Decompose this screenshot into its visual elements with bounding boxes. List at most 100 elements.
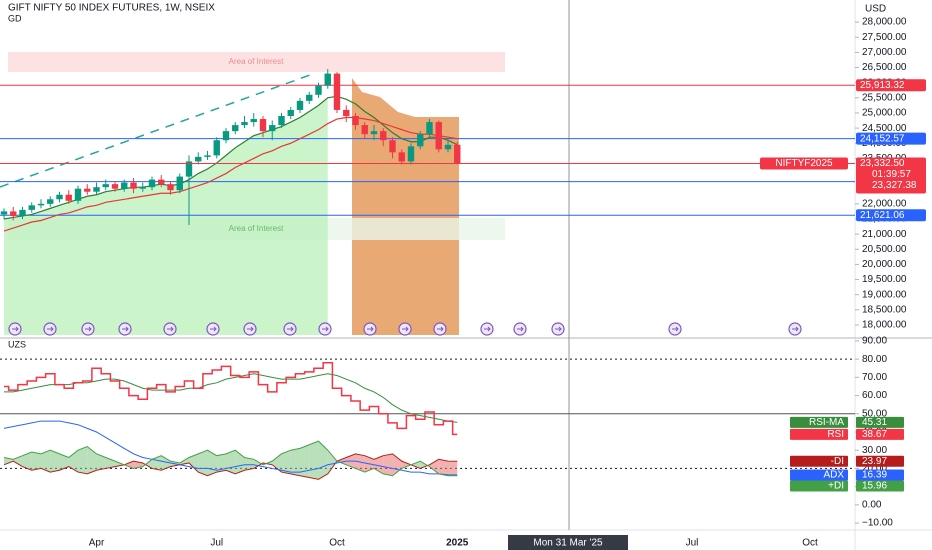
di-fill	[161, 455, 171, 471]
di-fill	[22, 452, 32, 471]
di-fill	[41, 450, 51, 473]
y-tick-label: 26,500.00	[862, 62, 907, 73]
y-tick-label: 24,500.00	[862, 123, 907, 134]
candle-body	[130, 182, 137, 189]
symbol-title: GIFT NIFTY 50 INDEX FUTURES, 1W, NSEIX	[8, 3, 215, 14]
y-tick-label: 30.00	[862, 445, 887, 456]
candle-body	[93, 187, 100, 192]
candle-body	[47, 199, 54, 204]
level-label-box	[856, 79, 926, 92]
di-fill	[309, 441, 319, 480]
candle-body	[315, 85, 322, 95]
di-fill	[31, 452, 41, 471]
candle-body	[444, 144, 452, 150]
indicator-line	[3, 440, 458, 477]
series-value-box	[856, 480, 904, 492]
series-value: 45.31	[862, 417, 887, 428]
event-icon-glyph	[85, 326, 92, 332]
event-icon-glyph	[322, 326, 329, 332]
di-fill	[78, 446, 88, 474]
candle-body	[250, 119, 257, 123]
last-trade-label: 23,327.38	[872, 180, 917, 191]
candle-body	[417, 134, 424, 147]
di-fill	[216, 453, 226, 473]
y-tick-label: 22,000.00	[862, 198, 907, 209]
series-value-box	[856, 469, 904, 481]
di-fill	[327, 450, 337, 474]
di-fill	[124, 461, 134, 469]
y-tick-label: 20.00	[862, 463, 887, 474]
di-fill	[198, 450, 208, 476]
candle-body	[306, 94, 313, 101]
y-tick-label: 28,000.00	[862, 17, 907, 28]
x-tick-label: Jul	[210, 538, 223, 549]
candle-body	[28, 205, 35, 210]
event-icon-glyph	[437, 326, 444, 332]
y-tick-label: 80.00	[862, 354, 887, 365]
candle-body	[435, 122, 442, 150]
series-value-box	[856, 416, 904, 428]
y-tick-label: 20,000.00	[862, 259, 907, 270]
di-fill	[355, 453, 365, 473]
event-icon-glyph	[484, 326, 491, 332]
indicator-line	[3, 420, 458, 476]
y-tick-label: 19,000.00	[862, 289, 907, 300]
di-fill	[253, 459, 263, 469]
di-fill	[429, 459, 439, 474]
level-label: 21,621.06	[860, 210, 905, 221]
series-name: ADX	[823, 470, 844, 481]
candle-body	[370, 131, 378, 135]
x-tick-label: Oct	[802, 538, 818, 549]
event-icon-glyph	[47, 326, 54, 332]
y-tick-label: 27,000.00	[862, 47, 907, 58]
event-icon-glyph	[167, 326, 174, 332]
event-icon-glyph	[792, 326, 799, 332]
candle-body	[195, 156, 202, 162]
layer	[0, 52, 505, 335]
symbol-label: NIFTYF2025	[775, 158, 833, 169]
candle-body	[0, 211, 8, 215]
di-fill	[300, 444, 310, 478]
candle-body	[241, 122, 248, 126]
candle-body	[426, 122, 433, 135]
candle-body	[380, 131, 387, 141]
series-name-box	[790, 416, 848, 428]
candle-body	[361, 125, 368, 135]
subtitle: GD	[8, 13, 22, 23]
x-tick-label: Apr	[89, 538, 105, 549]
candle-body	[176, 176, 183, 191]
candle-body	[259, 119, 267, 132]
di-fill	[87, 446, 97, 474]
series-name: -DI	[831, 456, 844, 467]
y-tick-label: 50.00	[862, 408, 887, 419]
di-fill	[290, 448, 300, 476]
event-icon-glyph	[122, 326, 129, 332]
y-tick-label: 19,500.00	[862, 274, 907, 285]
series-name-box	[790, 455, 848, 467]
candle-body	[10, 211, 17, 216]
di-fill	[337, 457, 347, 465]
annotation: Area of Interest	[229, 224, 284, 233]
di-fill	[438, 459, 448, 476]
candle-body	[278, 115, 285, 126]
series-name: +DI	[828, 481, 844, 492]
di-fill	[96, 453, 106, 471]
countdown: 01:39:57	[872, 169, 911, 180]
event-icon-glyph	[672, 326, 679, 332]
x-tick-label: 2025	[446, 538, 469, 549]
event-icon-glyph	[517, 326, 524, 332]
event-icon-glyph	[247, 326, 254, 332]
price-label-box	[856, 157, 926, 194]
y-tick-label: 25,500.00	[862, 92, 907, 103]
series-value: 16.39	[862, 470, 887, 481]
series-value: 15.96	[862, 481, 887, 492]
candle-body	[37, 203, 45, 206]
di-fill	[272, 453, 282, 473]
candle-body	[454, 144, 461, 164]
candle-body	[102, 184, 109, 188]
event-icon-glyph	[555, 326, 562, 332]
y-tick-label: 25,000.00	[862, 108, 907, 119]
annotation: Area of Interest	[229, 57, 284, 66]
candle-body	[389, 140, 396, 153]
